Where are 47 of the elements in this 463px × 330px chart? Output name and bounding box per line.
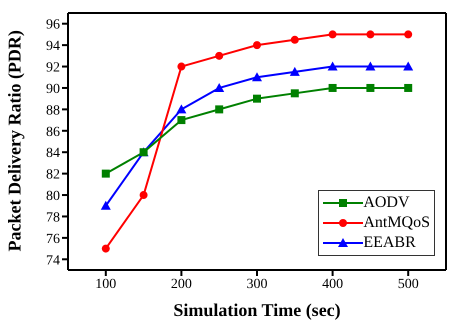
x-axis-title: Simulation Time (sec) — [173, 300, 341, 320]
y-tick-label: 96 — [46, 18, 60, 33]
point — [253, 94, 261, 103]
y-tick-label: 86 — [46, 124, 60, 140]
point — [102, 244, 110, 253]
y-tick-label: 78 — [46, 210, 60, 226]
point — [253, 41, 261, 50]
legend-label: AntMQoS — [363, 213, 430, 233]
point — [176, 104, 186, 114]
point — [177, 62, 186, 71]
x-tick-label: 300 — [246, 276, 268, 292]
x-tick-label: 200 — [170, 276, 192, 292]
legend-label: AODV — [363, 193, 410, 213]
y-tick-label: 90 — [46, 82, 60, 97]
point — [290, 89, 299, 98]
y-tick-label: 80 — [46, 189, 60, 204]
point — [328, 62, 338, 71]
point — [102, 170, 110, 178]
point — [215, 52, 224, 60]
point — [403, 62, 414, 71]
y-axis-title: Packet Delivery Ratio (PDR) — [4, 30, 24, 252]
point — [290, 66, 300, 76]
y-tick-label: 94 — [46, 39, 60, 54]
point — [328, 84, 337, 92]
point — [290, 36, 299, 44]
point — [214, 82, 224, 92]
point — [140, 191, 148, 200]
x-tick-label: 100 — [95, 276, 116, 292]
point — [366, 84, 374, 92]
y-tick-label: 74 — [46, 253, 60, 268]
point — [365, 62, 376, 71]
x-tick-label: 400 — [322, 276, 344, 292]
y-tick-label: 82 — [46, 168, 60, 183]
y-tick-label: 88 — [46, 103, 60, 118]
point — [366, 30, 374, 38]
point — [100, 200, 111, 210]
y-tick-label: 84 — [46, 146, 60, 162]
point — [215, 105, 224, 114]
point — [404, 84, 412, 92]
y-tick-label: 76 — [46, 232, 60, 247]
point — [328, 30, 337, 38]
legend-label: EEABR — [363, 233, 416, 253]
point — [177, 116, 186, 124]
y-tick-label: 92 — [46, 60, 60, 76]
x-tick-label: 500 — [398, 276, 419, 292]
point — [252, 72, 262, 82]
point — [404, 30, 412, 38]
